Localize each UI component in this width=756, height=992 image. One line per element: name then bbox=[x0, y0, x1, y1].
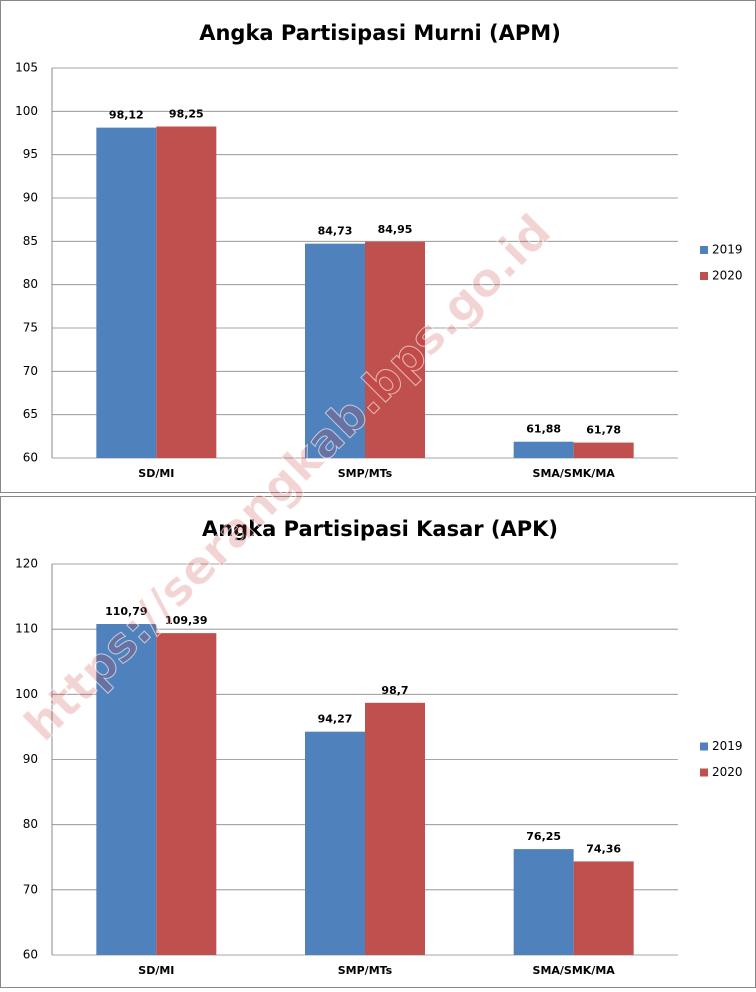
bar bbox=[96, 127, 157, 459]
bar bbox=[513, 849, 574, 955]
y-tick-label: 70 bbox=[23, 882, 38, 896]
y-tick-label: 75 bbox=[23, 321, 38, 335]
y-tick-label: 100 bbox=[15, 687, 38, 701]
y-tick-label: 65 bbox=[23, 407, 38, 421]
legend-swatch bbox=[700, 246, 708, 254]
data-label: 84,95 bbox=[378, 223, 413, 236]
legend-label: 2020 bbox=[712, 765, 743, 779]
x-tick-label: SD/MI bbox=[138, 964, 174, 977]
legend-swatch bbox=[700, 272, 708, 280]
data-label: 74,36 bbox=[586, 842, 621, 855]
chart-title: Angka Partisipasi Murni (APM) bbox=[199, 21, 561, 45]
y-tick-label: 90 bbox=[23, 752, 38, 766]
data-label: 61,78 bbox=[586, 424, 621, 437]
y-tick-label: 90 bbox=[23, 191, 38, 205]
y-tick-label: 105 bbox=[15, 61, 38, 75]
legend-label: 2019 bbox=[712, 243, 743, 257]
bar bbox=[305, 731, 365, 955]
bar bbox=[573, 442, 634, 458]
bar bbox=[96, 624, 157, 955]
bar bbox=[365, 241, 425, 458]
data-label: 76,25 bbox=[526, 830, 561, 843]
y-tick-label: 60 bbox=[23, 451, 38, 465]
bar bbox=[156, 633, 217, 955]
x-tick-label: SMA/SMK/MA bbox=[533, 467, 616, 480]
x-tick-label: SMP/MTs bbox=[338, 467, 393, 480]
y-tick-label: 85 bbox=[23, 234, 38, 248]
chart-title: Angka Partisipasi Kasar (APK) bbox=[202, 517, 558, 541]
legend-label: 2019 bbox=[712, 739, 743, 753]
data-label: 98,7 bbox=[381, 684, 408, 697]
x-tick-label: SD/MI bbox=[138, 467, 174, 480]
bar bbox=[573, 861, 634, 955]
x-tick-label: SMP/MTs bbox=[338, 964, 393, 977]
y-tick-label: 80 bbox=[23, 277, 38, 291]
legend-label: 2020 bbox=[712, 269, 743, 283]
bar bbox=[365, 702, 425, 955]
legend-swatch bbox=[700, 768, 708, 777]
data-label: 109,39 bbox=[165, 614, 207, 627]
charts: Angka Partisipasi Murni (APM) 60 65 70 75 80 8… bbox=[15, 21, 742, 977]
data-label: 98,25 bbox=[169, 108, 204, 121]
data-label: 61,88 bbox=[526, 423, 561, 436]
x-tick-label: SMA/SMK/MA bbox=[533, 964, 616, 977]
y-tick-label: 70 bbox=[23, 364, 38, 378]
y-tick-label: 95 bbox=[23, 147, 38, 161]
legend-swatch bbox=[700, 742, 708, 751]
y-tick-label: 80 bbox=[23, 817, 38, 831]
data-label: 98,12 bbox=[109, 109, 144, 122]
data-label: 84,73 bbox=[318, 225, 353, 238]
bar bbox=[305, 243, 365, 458]
y-tick-label: 120 bbox=[15, 557, 38, 571]
y-tick-label: 110 bbox=[15, 622, 38, 636]
data-label: 110,79 bbox=[105, 605, 147, 618]
data-label: 94,27 bbox=[318, 713, 353, 726]
y-tick-label: 100 bbox=[15, 104, 38, 118]
bar bbox=[156, 126, 217, 458]
bar bbox=[513, 441, 574, 458]
y-tick-label: 60 bbox=[23, 948, 38, 962]
